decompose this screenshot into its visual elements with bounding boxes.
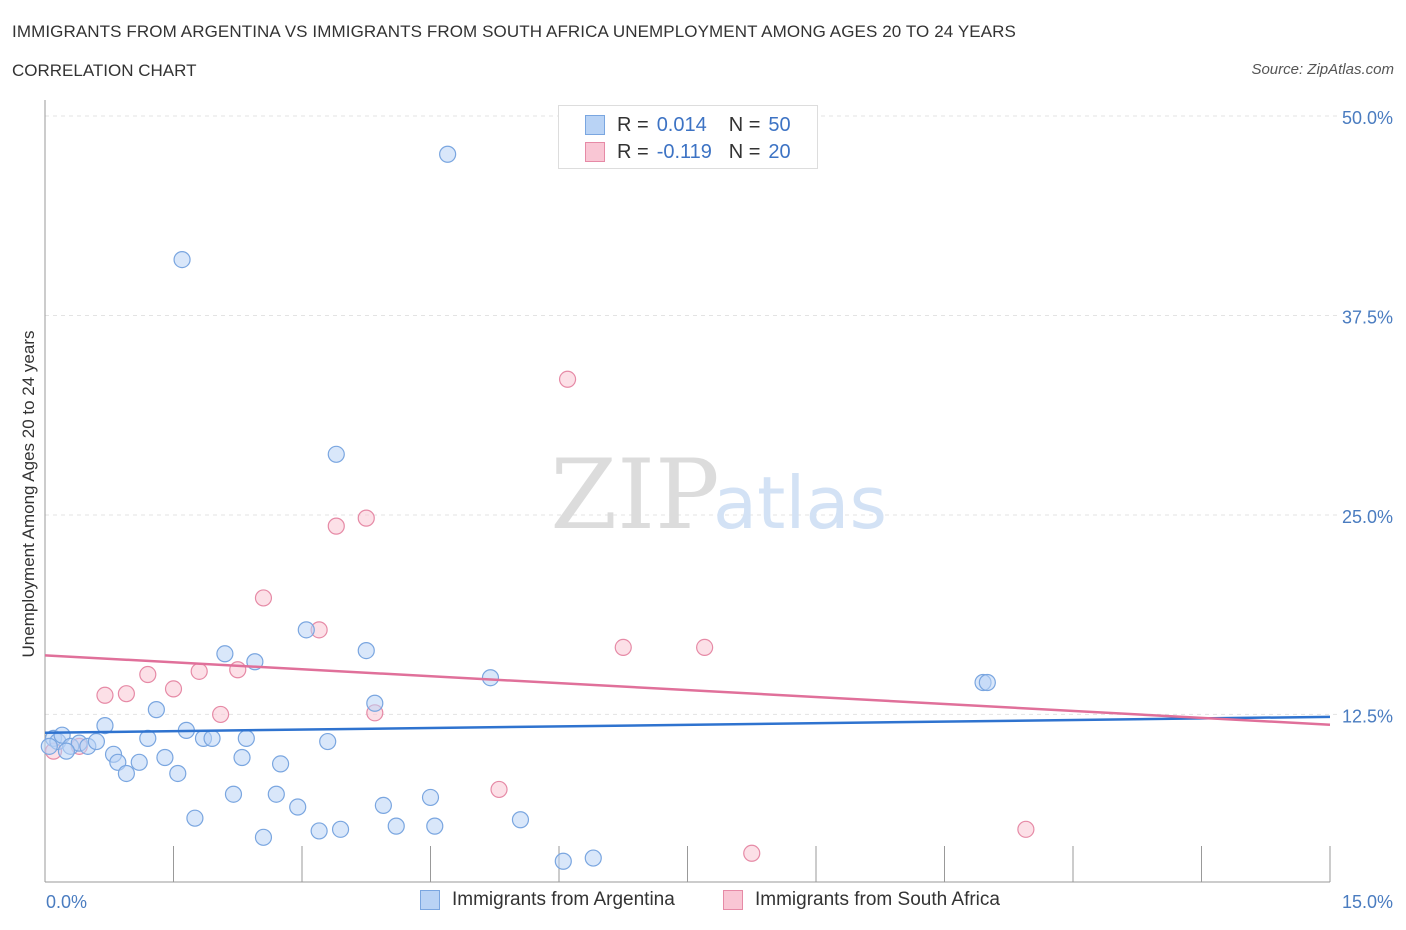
correlation-legend: R = 0.014 N = 50 R = -0.119 N = 20 <box>558 105 818 169</box>
point-argentina <box>40 737 58 755</box>
legend-row-south-africa: R = -0.119 N = 20 <box>585 139 791 165</box>
legend-n-label: N = <box>728 113 761 136</box>
point-argentina <box>439 145 457 163</box>
watermark-atlas: atlas <box>713 461 887 545</box>
point-argentina <box>554 852 572 870</box>
trendline-south-africa <box>44 654 1331 727</box>
point-argentina <box>511 811 530 829</box>
point-south-africa <box>490 780 508 799</box>
legend-r-value: -0.119 <box>656 140 712 163</box>
point-south-africa <box>96 686 114 704</box>
point-argentina <box>366 694 384 712</box>
legend-n-value: 20 <box>768 140 791 163</box>
point-argentina <box>357 641 375 660</box>
point-argentina <box>96 716 114 735</box>
legend-swatch-argentina <box>585 115 605 135</box>
point-argentina <box>310 822 328 840</box>
point-argentina <box>319 732 337 751</box>
point-argentina <box>147 701 165 719</box>
point-south-africa <box>254 589 273 607</box>
point-south-africa <box>229 661 247 679</box>
point-argentina <box>297 621 315 639</box>
point-south-africa <box>190 662 208 680</box>
point-argentina <box>331 820 350 838</box>
point-south-africa <box>139 665 157 684</box>
legend-row-argentina: R = 0.014 N = 50 <box>585 112 791 138</box>
point-argentina <box>117 764 135 783</box>
point-argentina <box>87 732 106 751</box>
point-argentina <box>237 729 255 747</box>
point-south-africa <box>117 685 135 703</box>
bottom-legend-argentina: Immigrants from Argentina <box>420 889 675 911</box>
point-argentina <box>267 785 285 803</box>
trendlines <box>44 654 1331 735</box>
bottom-legend-south-africa: Immigrants from South Africa <box>723 889 1000 911</box>
bottom-legend-label-argentina: Immigrants from Argentina <box>452 889 675 910</box>
point-argentina <box>584 849 602 867</box>
point-argentina <box>57 742 76 760</box>
y-tick-label: 25.0% <box>1342 507 1393 527</box>
point-argentina <box>169 764 187 783</box>
point-south-africa <box>696 638 714 657</box>
legend-n-label: N = <box>728 140 761 163</box>
point-south-africa <box>1017 820 1035 838</box>
y-tick-label: 37.5% <box>1342 307 1393 327</box>
point-south-africa <box>614 638 632 657</box>
series-argentina <box>40 145 996 870</box>
point-argentina <box>254 828 273 846</box>
bottom-legend-swatch-south-africa <box>723 890 743 910</box>
point-argentina <box>289 798 307 816</box>
watermark-zip: ZIP <box>550 439 719 551</box>
point-argentina <box>203 729 221 747</box>
tick-labels: 12.5% 25.0% 37.5% 50.0% 0.0% 15.0% <box>46 108 1393 912</box>
legend-r-label: R = <box>617 113 649 136</box>
point-argentina <box>233 748 251 767</box>
source-label: Source: ZipAtlas.com <box>1251 61 1394 78</box>
point-argentina <box>216 645 234 663</box>
point-south-africa <box>327 517 345 535</box>
bottom-legend-swatch-argentina <box>420 890 440 910</box>
point-argentina <box>978 673 996 692</box>
point-argentina <box>156 748 174 767</box>
point-argentina <box>374 796 392 814</box>
chart-title: IMMIGRANTS FROM ARGENTINA VS IMMIGRANTS … <box>12 22 1016 41</box>
point-south-africa <box>558 370 577 388</box>
point-argentina <box>327 445 345 463</box>
point-south-africa <box>357 509 375 527</box>
y-axis-label: Unemployment Among Ages 20 to 24 years <box>19 331 38 658</box>
x-tick-label: 15.0% <box>1342 892 1393 912</box>
gridlines <box>45 115 1340 715</box>
legend-r-label: R = <box>617 140 649 163</box>
point-south-africa <box>743 844 761 862</box>
point-argentina <box>426 817 444 835</box>
point-argentina <box>186 809 204 827</box>
point-argentina <box>224 785 243 803</box>
x-tick-label: 0.0% <box>46 892 87 912</box>
y-tick-label: 50.0% <box>1342 108 1393 128</box>
legend-swatch-south-africa <box>585 142 605 162</box>
y-tick-label: 12.5% <box>1342 706 1393 726</box>
point-argentina <box>130 753 148 771</box>
trendline-argentina <box>44 715 1331 735</box>
legend-n-value: 50 <box>768 113 791 136</box>
point-south-africa <box>212 705 230 724</box>
chart-subtitle: CORRELATION CHART <box>12 61 197 80</box>
point-argentina <box>271 755 290 773</box>
series-south-africa <box>44 370 1035 862</box>
point-argentina <box>173 250 191 269</box>
point-argentina <box>481 669 500 687</box>
point-argentina <box>421 788 440 807</box>
point-argentina <box>387 817 405 835</box>
point-south-africa <box>164 680 183 698</box>
bottom-legend-label-south-africa: Immigrants from South Africa <box>755 889 1000 910</box>
legend-r-value: 0.014 <box>656 113 707 136</box>
